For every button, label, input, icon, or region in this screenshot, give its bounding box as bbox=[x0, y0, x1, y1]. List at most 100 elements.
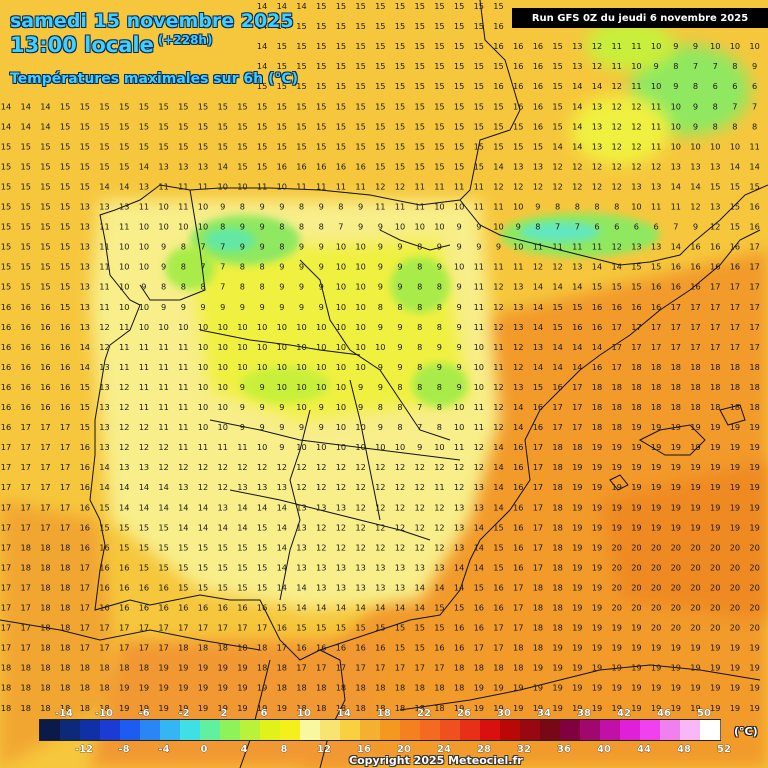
grid-value: 9 bbox=[240, 382, 245, 392]
grid-value: 9 bbox=[319, 402, 324, 412]
grid-value: 9 bbox=[673, 41, 678, 51]
grid-value: 15 bbox=[60, 282, 70, 292]
legend-tick-label: 2 bbox=[221, 708, 228, 719]
grid-value: 9 bbox=[161, 242, 166, 252]
grid-value: 18 bbox=[552, 522, 562, 532]
grid-value: 20 bbox=[710, 583, 720, 593]
grid-value: 8 bbox=[240, 202, 245, 212]
grid-value: 19 bbox=[158, 663, 168, 673]
grid-value: 17 bbox=[552, 402, 562, 412]
grid-value: 8 bbox=[397, 402, 402, 412]
grid-value: 16 bbox=[592, 322, 602, 332]
grid-value: 17 bbox=[20, 583, 30, 593]
grid-value: 15 bbox=[513, 141, 523, 151]
grid-value: 16 bbox=[40, 342, 50, 352]
grid-value: 18 bbox=[1, 683, 11, 693]
grid-value: 16 bbox=[513, 41, 523, 51]
grid-value: 20 bbox=[631, 583, 641, 593]
grid-value: 16 bbox=[119, 583, 129, 593]
grid-value: 14 bbox=[1, 121, 11, 131]
grid-value: 9 bbox=[378, 382, 383, 392]
grid-value: 12 bbox=[355, 462, 365, 472]
grid-value: 14 bbox=[474, 562, 484, 572]
grid-value: 15 bbox=[414, 41, 424, 51]
grid-value: 9 bbox=[358, 222, 363, 232]
grid-value: 15 bbox=[474, 1, 484, 11]
grid-value: 18 bbox=[80, 663, 90, 673]
grid-value: 8 bbox=[732, 121, 737, 131]
grid-value: 15 bbox=[375, 41, 385, 51]
grid-value: 11 bbox=[139, 362, 149, 372]
grid-value: 7 bbox=[220, 242, 225, 252]
grid-value: 15 bbox=[237, 121, 247, 131]
grid-value: 15 bbox=[749, 182, 759, 192]
grid-value: 14 bbox=[237, 502, 247, 512]
grid-value: 13 bbox=[158, 161, 168, 171]
grid-value: 10 bbox=[237, 182, 247, 192]
grid-value: 19 bbox=[592, 623, 602, 633]
grid-value: 11 bbox=[493, 202, 503, 212]
grid-value: 12 bbox=[158, 442, 168, 452]
grid-value: 14 bbox=[40, 101, 50, 111]
grid-value: 14 bbox=[80, 362, 90, 372]
grid-value: 17 bbox=[671, 342, 681, 352]
grid-value: 9 bbox=[259, 382, 264, 392]
grid-value: 18 bbox=[60, 562, 70, 572]
legend-tick-label: 50 bbox=[697, 708, 711, 719]
grid-value: 8 bbox=[417, 322, 422, 332]
legend-tick-label: -8 bbox=[118, 744, 129, 755]
grid-value: 16 bbox=[533, 81, 543, 91]
grid-value: 15 bbox=[414, 81, 424, 91]
grid-value: 15 bbox=[493, 562, 503, 572]
legend-tick-label: 22 bbox=[417, 708, 431, 719]
grid-value: 19 bbox=[572, 603, 582, 613]
legend-tick-label: 32 bbox=[517, 744, 531, 755]
grid-value: 8 bbox=[417, 242, 422, 252]
grid-value: 8 bbox=[713, 101, 718, 111]
grid-value: 10 bbox=[631, 202, 641, 212]
grid-value: 15 bbox=[40, 182, 50, 192]
grid-value: 16 bbox=[730, 242, 740, 252]
grid-value: 15 bbox=[198, 542, 208, 552]
grid-value: 15 bbox=[414, 121, 424, 131]
grid-value: 16 bbox=[592, 362, 602, 372]
grid-value: 12 bbox=[119, 422, 129, 432]
forecast-time: 13:00 locale bbox=[10, 33, 154, 57]
grid-value: 9 bbox=[693, 121, 698, 131]
grid-value: 17 bbox=[730, 282, 740, 292]
grid-value: 17 bbox=[651, 342, 661, 352]
grid-value: 16 bbox=[20, 362, 30, 372]
grid-value: 16 bbox=[1, 322, 11, 332]
grid-value: 17 bbox=[217, 623, 227, 633]
grid-value: 17 bbox=[611, 322, 621, 332]
grid-value: 9 bbox=[141, 282, 146, 292]
grid-value: 18 bbox=[395, 703, 405, 713]
grid-value: 15 bbox=[493, 1, 503, 11]
grid-value: 12 bbox=[454, 482, 464, 492]
grid-value: 18 bbox=[671, 382, 681, 392]
grid-value: 13 bbox=[336, 583, 346, 593]
legend-swatch bbox=[640, 720, 661, 740]
grid-value: 17 bbox=[1, 583, 11, 593]
grid-value: 15 bbox=[1, 222, 11, 232]
grid-value: 8 bbox=[200, 282, 205, 292]
grid-value: 13 bbox=[237, 482, 247, 492]
legend-swatch bbox=[500, 720, 521, 740]
grid-value: 15 bbox=[434, 161, 444, 171]
grid-value: 9 bbox=[259, 422, 264, 432]
grid-value: 8 bbox=[259, 282, 264, 292]
grid-value: 15 bbox=[552, 61, 562, 71]
grid-value: 12 bbox=[631, 141, 641, 151]
grid-value: 11 bbox=[434, 182, 444, 192]
grid-value: 10 bbox=[336, 402, 346, 412]
grid-value: 10 bbox=[355, 302, 365, 312]
legend-tick-label: 26 bbox=[457, 708, 471, 719]
grid-value: 17 bbox=[572, 382, 582, 392]
grid-value: 20 bbox=[749, 603, 759, 613]
grid-value: 15 bbox=[139, 522, 149, 532]
grid-value: 14 bbox=[572, 81, 582, 91]
grid-value: 13 bbox=[671, 161, 681, 171]
grid-value: 10 bbox=[749, 41, 759, 51]
grid-value: 19 bbox=[217, 663, 227, 673]
